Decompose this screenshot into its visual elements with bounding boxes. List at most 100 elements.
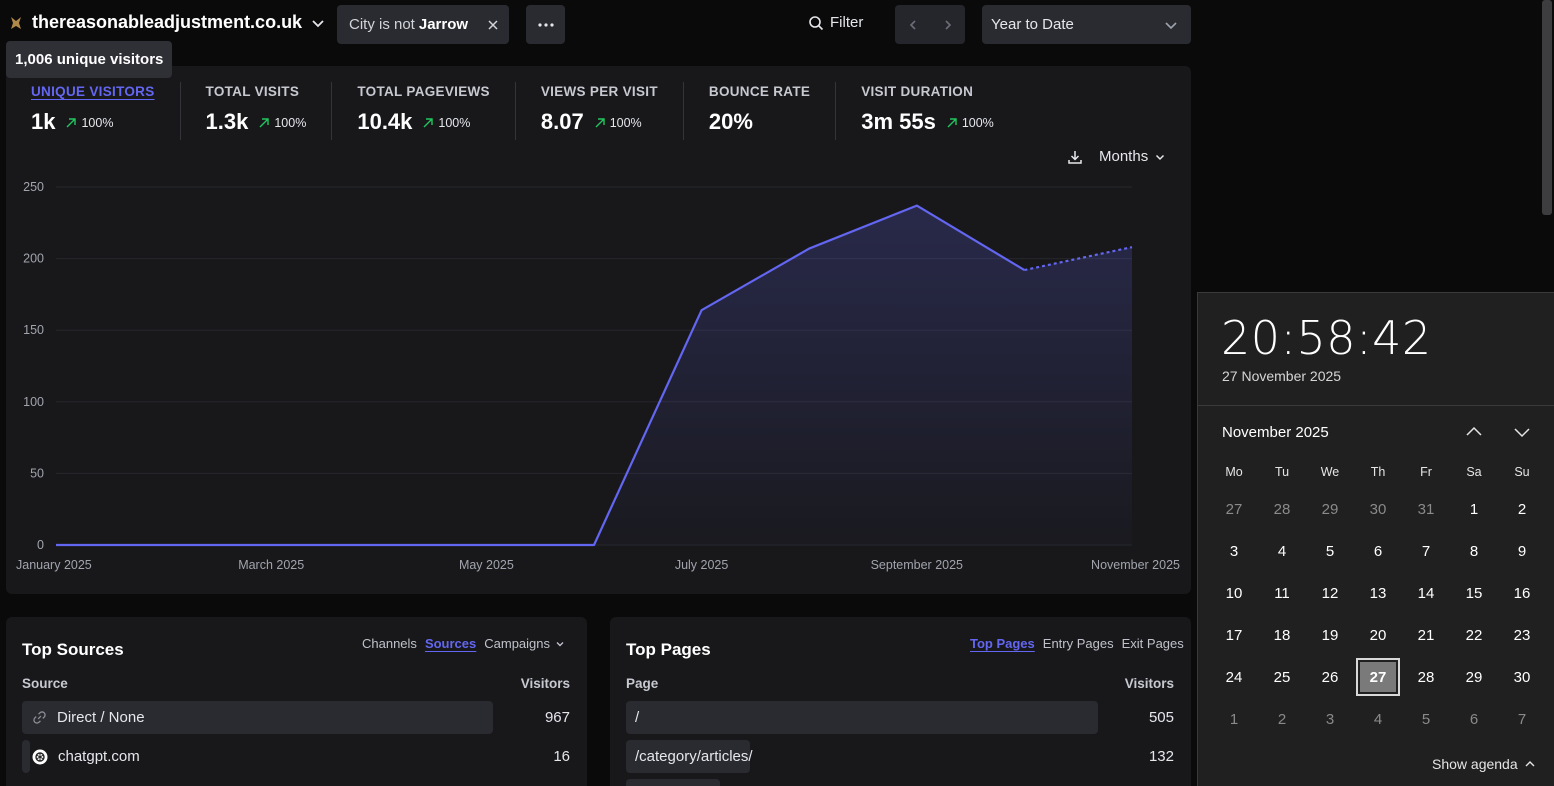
metric-visit-duration[interactable]: Visit duration 3m 55s 100%: [836, 82, 1019, 140]
calendar-day[interactable]: 31: [1417, 500, 1435, 518]
tab-channels[interactable]: Channels: [362, 636, 417, 651]
calendar-day[interactable]: 3: [1325, 710, 1335, 728]
calendar-day[interactable]: 29: [1465, 668, 1483, 686]
tab-sources[interactable]: Sources: [424, 636, 477, 651]
calendar-day[interactable]: 18: [1273, 626, 1291, 644]
chevron-down-icon: [556, 641, 564, 646]
calendar-day[interactable]: 23: [1513, 626, 1531, 644]
metric-label: Visit duration: [861, 84, 974, 99]
calendar-day[interactable]: 13: [1369, 584, 1387, 602]
column-header-source: Source: [22, 676, 68, 691]
more-options-button[interactable]: [526, 5, 565, 44]
calendar-day[interactable]: 16: [1513, 584, 1531, 602]
calendar-day[interactable]: 27: [1225, 500, 1243, 518]
filter-chip[interactable]: City is not Jarrow: [337, 5, 509, 44]
table-row[interactable]: [626, 779, 1174, 786]
metric-tooltip: 1,006 unique visitors: [6, 41, 173, 78]
chevron-down-icon: [1156, 154, 1165, 160]
tab-exit-pages[interactable]: Exit Pages: [1121, 636, 1184, 651]
download-icon[interactable]: [1067, 149, 1083, 165]
calendar-day[interactable]: 21: [1417, 626, 1435, 644]
clock-date[interactable]: 27 November 2025: [1222, 368, 1342, 384]
site-favicon-icon: [11, 16, 21, 29]
metric-views-per-visit[interactable]: Views per visit 8.07 100%: [516, 82, 684, 140]
calendar-day[interactable]: 9: [1517, 542, 1527, 560]
tab-entry-pages[interactable]: Entry Pages: [1042, 636, 1114, 651]
row-value: 132: [1148, 748, 1174, 765]
calendar-day[interactable]: 24: [1225, 668, 1243, 686]
calendar-day[interactable]: 7: [1517, 710, 1527, 728]
weekday-label: Su: [1514, 465, 1530, 479]
calendar-day[interactable]: 30: [1513, 668, 1531, 686]
weekday-label: Fr: [1420, 465, 1432, 479]
calendar-day[interactable]: 2: [1517, 500, 1527, 518]
calendar-day[interactable]: 4: [1373, 710, 1383, 728]
calendar-day[interactable]: 4: [1277, 542, 1287, 560]
calendar-day[interactable]: 12: [1321, 584, 1339, 602]
calendar-day[interactable]: 26: [1321, 668, 1339, 686]
close-icon[interactable]: [486, 18, 500, 32]
chevron-down-icon: [1165, 22, 1177, 30]
metric-value: 1k: [31, 109, 56, 134]
tab-campaigns[interactable]: Campaigns: [484, 636, 565, 651]
calendar-month[interactable]: November 2025: [1222, 424, 1329, 441]
calendar-day[interactable]: 2: [1277, 710, 1287, 728]
calendar-day[interactable]: 1: [1469, 500, 1479, 518]
calendar-day[interactable]: 20: [1369, 626, 1387, 644]
table-row[interactable]: chatgpt.com 16: [22, 740, 570, 773]
metric-value: 8.07: [540, 109, 584, 134]
calendar-day[interactable]: 15: [1465, 584, 1483, 602]
page-scrollbar[interactable]: [1540, 0, 1554, 292]
metric-unique-visitors[interactable]: Unique visitors 1k 100%: [6, 82, 181, 140]
row-label: /: [635, 709, 640, 726]
ellipsis-icon: [537, 22, 554, 27]
tab-top-pages[interactable]: Top Pages: [970, 636, 1035, 651]
calendar-day[interactable]: 17: [1225, 626, 1243, 644]
calendar-day[interactable]: 14: [1417, 584, 1435, 602]
calendar-day[interactable]: 10: [1225, 584, 1243, 602]
calendar-day[interactable]: 19: [1321, 626, 1339, 644]
calendar-day[interactable]: 27: [1356, 658, 1400, 696]
calendar-day[interactable]: 5: [1325, 542, 1335, 560]
metric-change: 100%: [258, 116, 306, 130]
metric-bounce-rate[interactable]: Bounce rate 20%: [684, 82, 837, 140]
calendar-day[interactable]: 25: [1273, 668, 1291, 686]
period-navigation: [895, 5, 965, 44]
calendar-day[interactable]: 3: [1229, 542, 1239, 560]
table-row[interactable]: /category/articles/ 132: [626, 740, 1174, 773]
calendar-day[interactable]: 7: [1421, 542, 1431, 560]
calendar-day[interactable]: 1: [1229, 710, 1239, 728]
chevron-down-icon[interactable]: [1511, 421, 1533, 443]
metric-total-visits[interactable]: Total visits 1.3k 100%: [181, 82, 333, 140]
row-bar: [22, 701, 493, 734]
calendar-day[interactable]: 29: [1321, 500, 1339, 518]
calendar-day[interactable]: 11: [1274, 584, 1290, 602]
table-row[interactable]: Direct / None 967: [22, 701, 570, 734]
show-agenda-button[interactable]: Show agenda: [1432, 756, 1536, 772]
previous-period-button[interactable]: [895, 5, 930, 44]
calendar-day[interactable]: 28: [1417, 668, 1435, 686]
card-title: Top Sources: [22, 640, 124, 659]
calendar-day[interactable]: 6: [1469, 710, 1479, 728]
metric-label: Total visits: [205, 84, 300, 99]
chevron-up-icon[interactable]: [1463, 421, 1485, 443]
table-row[interactable]: / 505: [626, 701, 1174, 734]
calendar-day[interactable]: 28: [1273, 500, 1291, 518]
next-period-button[interactable]: [930, 5, 965, 44]
interval-select[interactable]: Months: [1099, 148, 1166, 165]
y-tick-label: 0: [37, 538, 44, 552]
filter-button[interactable]: Filter: [808, 14, 863, 31]
calendar-day[interactable]: 22: [1465, 626, 1483, 644]
calendar-day[interactable]: 30: [1369, 500, 1387, 518]
x-tick-label: January 2025: [16, 558, 92, 572]
calendar-day[interactable]: 8: [1469, 542, 1479, 560]
row-bar: [626, 779, 720, 786]
calendar-day[interactable]: 6: [1373, 542, 1383, 560]
visitors-chart[interactable]: 0 50 100 150 200 250 January 2025 March 2025 May…: [6, 166, 1191, 586]
scrollbar-thumb[interactable]: [1542, 0, 1552, 215]
metric-total-pageviews[interactable]: Total pageviews 10.4k 100%: [332, 82, 516, 140]
period-select[interactable]: Year to Date: [982, 5, 1191, 44]
calendar-day[interactable]: 5: [1421, 710, 1431, 728]
site-switcher[interactable]: thereasonableadjustment.co.uk: [8, 12, 326, 33]
